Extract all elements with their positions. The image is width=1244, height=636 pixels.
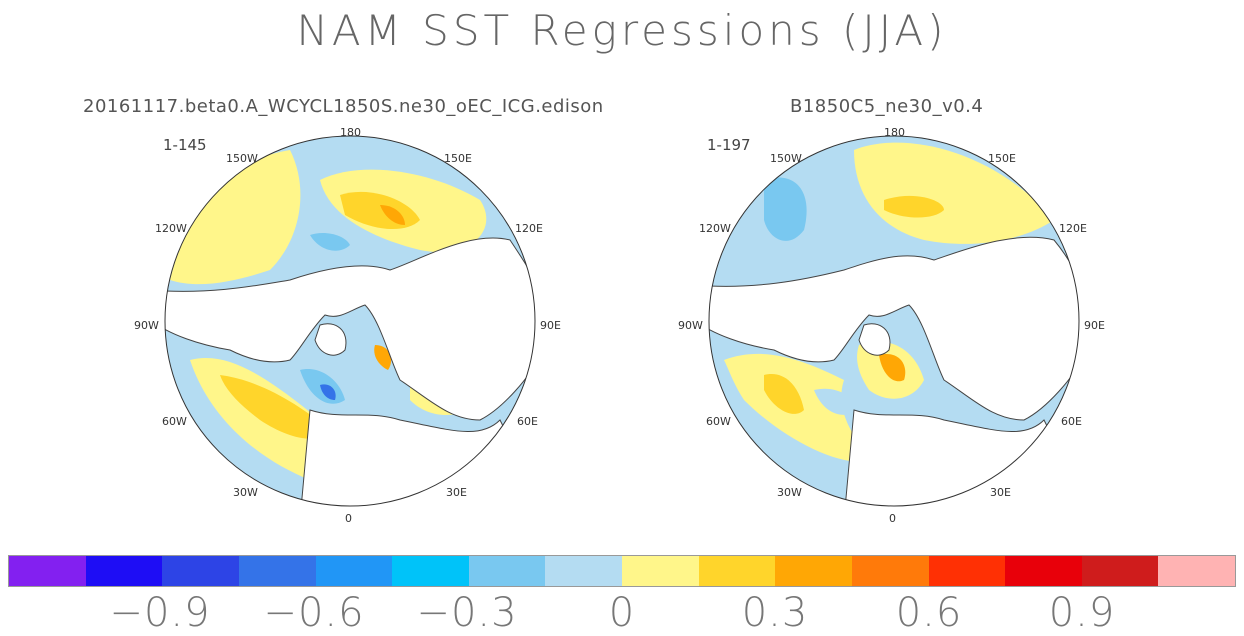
figure-title: NAM SST Regressions (JJA) bbox=[296, 6, 948, 55]
lon-label-0-p2: 0 bbox=[889, 512, 896, 525]
colorbar-swatch bbox=[468, 556, 546, 586]
lon-label-30w-p1: 30W bbox=[233, 486, 258, 499]
colorbar-tick-label: −0.3 bbox=[416, 590, 518, 636]
colorbar-tick-label: −0.6 bbox=[263, 590, 365, 636]
colorbar-swatch bbox=[315, 556, 393, 586]
colorbar-swatch bbox=[238, 556, 316, 586]
lon-label-150w-p2: 150W bbox=[770, 152, 802, 165]
colorbar-tick-label: 0.9 bbox=[1048, 590, 1116, 636]
colorbar-swatch bbox=[698, 556, 776, 586]
lon-label-180-p1: 180 bbox=[340, 126, 361, 139]
lon-label-60e-p2: 60E bbox=[1061, 415, 1082, 428]
lon-label-120w-p2: 120W bbox=[699, 222, 731, 235]
colorbar-swatch bbox=[1158, 556, 1235, 586]
polar-map-2 bbox=[708, 135, 1080, 507]
colorbar-swatch bbox=[9, 556, 86, 586]
lon-label-150w-p1: 150W bbox=[226, 152, 258, 165]
colorbar-swatch bbox=[1005, 556, 1082, 586]
colorbar-swatch bbox=[928, 556, 1006, 586]
colorbar-swatch bbox=[85, 556, 163, 586]
panel-2-range: 1-197 bbox=[707, 136, 751, 154]
lon-label-120e-p1: 120E bbox=[515, 222, 543, 235]
lon-label-60w-p2: 60W bbox=[706, 415, 731, 428]
lon-label-90w-p2: 90W bbox=[678, 319, 703, 332]
lon-label-180-p2: 180 bbox=[884, 126, 905, 139]
colorbar-tick-label: −0.9 bbox=[109, 590, 211, 636]
lon-label-150e-p2: 150E bbox=[988, 152, 1016, 165]
lon-label-0-p1: 0 bbox=[345, 512, 352, 525]
colorbar-swatch bbox=[545, 556, 622, 586]
colorbar-swatch bbox=[622, 556, 699, 586]
panel-1-range: 1-145 bbox=[163, 136, 207, 154]
colorbar-swatch bbox=[1081, 556, 1159, 586]
colorbar-swatch bbox=[392, 556, 469, 586]
colorbar-swatch bbox=[162, 556, 239, 586]
lon-label-90e-p1: 90E bbox=[540, 319, 561, 332]
panel-2-subtitle: B1850C5_ne30_v0.4 bbox=[790, 96, 984, 117]
lon-label-30w-p2: 30W bbox=[777, 486, 802, 499]
colorbar-tick-label: 0.6 bbox=[895, 590, 963, 636]
panel-1-subtitle: 20161117.beta0.A_WCYCL1850S.ne30_oEC_ICG… bbox=[83, 96, 604, 117]
colorbar-tick-label: 0.3 bbox=[741, 590, 809, 636]
lon-label-30e-p2: 30E bbox=[990, 486, 1011, 499]
lon-label-90e-p2: 90E bbox=[1084, 319, 1105, 332]
colorbar-swatch bbox=[775, 556, 852, 586]
lon-label-120w-p1: 120W bbox=[155, 222, 187, 235]
colorbar bbox=[8, 555, 1236, 587]
polar-map-1 bbox=[164, 135, 536, 507]
lon-label-60e-p1: 60E bbox=[517, 415, 538, 428]
colorbar-swatch bbox=[851, 556, 929, 586]
colorbar-tick-label: 0 bbox=[608, 590, 636, 636]
lon-label-60w-p1: 60W bbox=[162, 415, 187, 428]
lon-label-120e-p2: 120E bbox=[1059, 222, 1087, 235]
lon-label-90w-p1: 90W bbox=[134, 319, 159, 332]
lon-label-30e-p1: 30E bbox=[446, 486, 467, 499]
lon-label-150e-p1: 150E bbox=[444, 152, 472, 165]
